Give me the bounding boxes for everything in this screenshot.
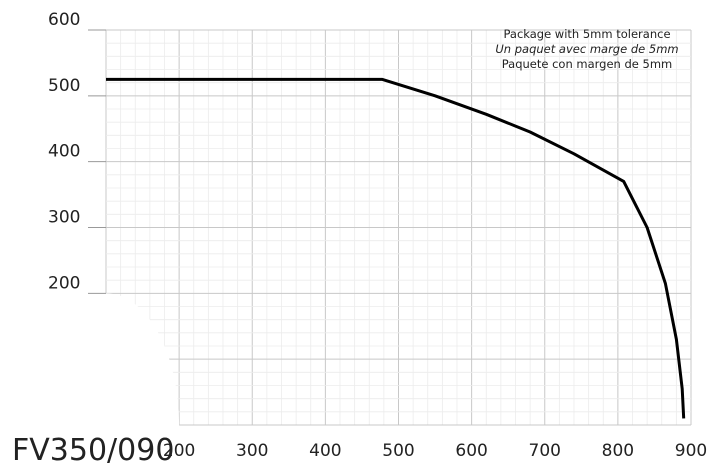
- y-tick-label: 300: [48, 208, 80, 228]
- y-tick-label: 200: [48, 273, 80, 293]
- model-label: FV350/090: [12, 433, 174, 467]
- note-line-fr: Un paquet avec marge de 5mm: [495, 42, 678, 56]
- notes-block: Package with 5mm tolerance Un paquet ave…: [495, 27, 678, 71]
- bottom-left-cutout: [96, 293, 179, 435]
- grid: [106, 30, 691, 425]
- x-axis-ticks: 200 300 400 500 600 700 800 900: [163, 441, 707, 461]
- x-tick-label: 600: [455, 441, 487, 461]
- x-tick-label: 500: [382, 441, 414, 461]
- note-line-en: Package with 5mm tolerance: [503, 27, 670, 41]
- note-line-es: Paquete con margen de 5mm: [502, 57, 673, 71]
- x-tick-label: 300: [236, 441, 268, 461]
- envelope-line: [106, 79, 684, 418]
- y-tick-label: 500: [48, 76, 80, 96]
- y-axis-ticks: 600 500 400 300 200: [48, 10, 106, 293]
- x-tick-label: 800: [602, 441, 634, 461]
- x-tick-label: 700: [529, 441, 561, 461]
- y-tick-label: 400: [48, 142, 80, 162]
- y-tick-label: 600: [48, 10, 80, 30]
- x-tick-label: 400: [309, 441, 341, 461]
- x-tick-label: 900: [675, 441, 707, 461]
